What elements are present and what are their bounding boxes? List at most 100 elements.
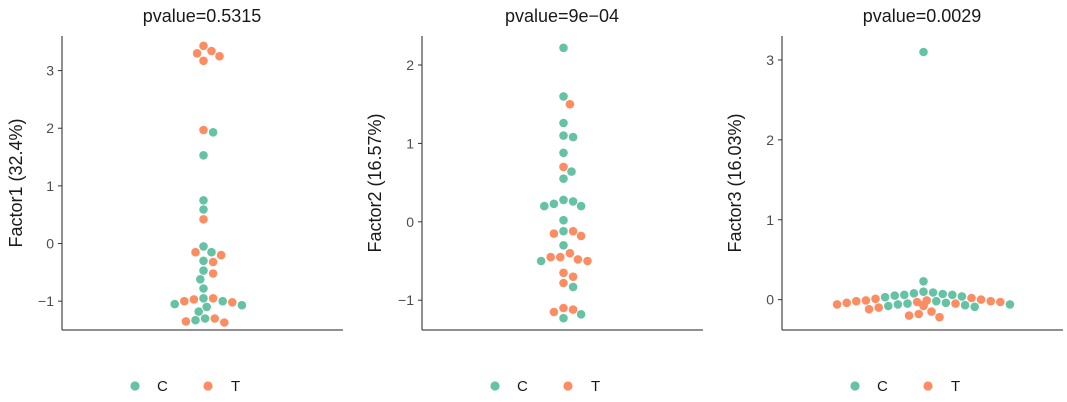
data-point-C bbox=[208, 128, 218, 137]
data-point-C bbox=[919, 277, 928, 286]
data-point-T bbox=[904, 311, 914, 320]
panel-title: pvalue=0.5315 bbox=[143, 6, 262, 26]
data-point-C bbox=[909, 289, 919, 298]
data-point-T bbox=[976, 295, 986, 304]
data-point-T bbox=[180, 296, 189, 306]
data-point-C bbox=[903, 299, 912, 308]
data-point-C bbox=[218, 296, 227, 306]
data-point-C bbox=[199, 205, 208, 214]
data-point-C bbox=[919, 47, 928, 57]
data-point-T bbox=[199, 41, 208, 51]
data-point-C bbox=[567, 167, 576, 176]
data-point-C bbox=[194, 307, 203, 316]
data-point-C bbox=[540, 201, 549, 211]
legend-label-C: C bbox=[877, 378, 888, 395]
legend-marker-T bbox=[203, 381, 213, 391]
data-point-C bbox=[199, 196, 208, 205]
data-point-T bbox=[861, 296, 871, 305]
data-point-T bbox=[935, 312, 944, 322]
data-point-T bbox=[565, 248, 575, 258]
data-point-T bbox=[565, 99, 575, 109]
data-point-T bbox=[192, 49, 202, 58]
data-point-T bbox=[208, 257, 218, 267]
data-point-C bbox=[559, 92, 568, 101]
data-point-C bbox=[938, 289, 947, 299]
y-tick-label: 3 bbox=[46, 63, 54, 79]
data-point-C bbox=[199, 294, 208, 303]
data-point-T bbox=[568, 226, 578, 236]
data-point-T bbox=[215, 51, 224, 61]
data-point-C bbox=[191, 315, 200, 325]
y-axis-label: Factor3 (16.03%) bbox=[725, 113, 745, 252]
data-point-T bbox=[568, 305, 578, 314]
data-point-C bbox=[170, 299, 179, 309]
data-point-T bbox=[559, 303, 568, 313]
data-point-T bbox=[199, 56, 208, 66]
data-point-C bbox=[200, 314, 210, 323]
data-point-C bbox=[559, 148, 568, 158]
y-tick-label: −1 bbox=[38, 293, 54, 309]
data-point-C bbox=[536, 256, 546, 266]
data-point-T bbox=[549, 229, 559, 238]
data-point-T bbox=[568, 272, 578, 282]
data-point-T bbox=[559, 162, 568, 172]
data-point-C bbox=[884, 301, 893, 311]
y-tick-label: 2 bbox=[406, 57, 414, 73]
data-point-C bbox=[196, 275, 205, 284]
data-point-T bbox=[559, 278, 568, 288]
data-point-C bbox=[199, 284, 208, 293]
data-point-C bbox=[576, 310, 586, 319]
data-point-C bbox=[900, 290, 909, 300]
data-point-T bbox=[216, 250, 226, 260]
data-point-C bbox=[932, 296, 941, 306]
y-tick-label: 0 bbox=[766, 292, 774, 308]
legend-label-T: T bbox=[231, 378, 240, 395]
y-tick-label: 2 bbox=[766, 132, 774, 148]
data-point-T bbox=[181, 317, 191, 326]
data-point-C bbox=[199, 256, 208, 266]
y-tick-label: 2 bbox=[46, 120, 54, 136]
data-point-C bbox=[880, 292, 890, 302]
data-point-T bbox=[583, 256, 592, 266]
legend-marker-C bbox=[490, 381, 500, 391]
data-point-T bbox=[210, 314, 219, 323]
data-point-C bbox=[559, 174, 568, 183]
data-point-T bbox=[951, 299, 960, 308]
data-point-T bbox=[228, 298, 237, 307]
y-tick-label: −1 bbox=[398, 292, 414, 308]
data-point-C bbox=[919, 287, 928, 297]
data-point-C bbox=[970, 302, 979, 312]
legend-marker-C bbox=[850, 381, 860, 391]
data-point-T bbox=[874, 303, 883, 312]
legend-marker-T bbox=[563, 381, 573, 391]
data-point-C bbox=[948, 290, 957, 300]
y-tick-label: 0 bbox=[406, 214, 414, 230]
data-point-T bbox=[986, 296, 995, 306]
data-point-T bbox=[208, 269, 218, 278]
data-point-T bbox=[207, 46, 216, 56]
data-point-T bbox=[914, 309, 923, 319]
data-point-C bbox=[890, 291, 899, 300]
data-point-C bbox=[568, 197, 578, 206]
data-point-T bbox=[852, 296, 861, 306]
data-point-T bbox=[556, 252, 565, 262]
data-point-T bbox=[967, 293, 976, 303]
data-point-C bbox=[568, 282, 578, 292]
data-point-C bbox=[576, 201, 586, 211]
data-point-C bbox=[559, 118, 568, 128]
data-point-T bbox=[871, 294, 880, 304]
data-point-C bbox=[559, 43, 568, 53]
legend-label-C: C bbox=[517, 378, 528, 395]
y-tick-label: 1 bbox=[46, 178, 54, 194]
data-point-T bbox=[199, 125, 208, 135]
y-tick-label: 1 bbox=[406, 135, 414, 151]
legend-label-T: T bbox=[591, 378, 600, 395]
data-point-C bbox=[957, 292, 967, 301]
data-point-T bbox=[919, 301, 928, 311]
data-point-C bbox=[559, 215, 568, 225]
data-point-T bbox=[573, 255, 583, 264]
data-point-T bbox=[220, 318, 229, 327]
data-point-C bbox=[207, 247, 216, 257]
data-point-C bbox=[559, 195, 568, 205]
